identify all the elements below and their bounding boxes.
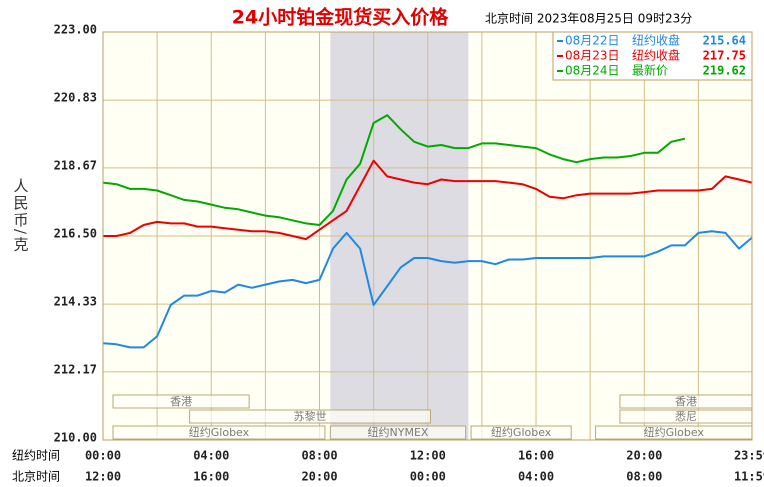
y-tick-label: 210.00 <box>54 431 97 445</box>
x-tick-label: 04:00 <box>193 449 229 463</box>
series-line <box>103 159 753 241</box>
session-box <box>189 409 431 424</box>
x-row-label: 纽约时间 <box>12 448 60 463</box>
legend-label: 纽约收盘 <box>632 48 680 63</box>
session-label: 纽约Globex <box>189 425 250 439</box>
legend-label: 纽约收盘 <box>632 33 680 48</box>
x-tick-label: 23:59 <box>734 449 764 463</box>
series-line <box>102 114 686 226</box>
y-tick-label: 220.83 <box>54 91 97 105</box>
session-label: 悉尼 <box>675 410 697 423</box>
session-box <box>112 425 326 440</box>
session-box <box>470 425 572 440</box>
legend-box <box>552 31 753 81</box>
x-tick-label-beijing: 20:00 <box>301 470 337 484</box>
session-box <box>112 394 250 409</box>
session-label: 纽约Globex <box>644 425 705 439</box>
y-tick-label: 212.17 <box>54 362 97 376</box>
y-tick-label: 218.67 <box>54 158 97 172</box>
x-row-label: 北京时间 <box>12 470 60 484</box>
legend-name: 08月24日 <box>565 64 620 78</box>
x-tick-label: 12:00 <box>410 449 446 463</box>
session-box <box>329 425 467 440</box>
session-label: 纽约Globex <box>491 425 552 439</box>
x-tick-label-beijing: 00:00 <box>410 470 446 484</box>
y-tick-label: 216.50 <box>54 227 97 241</box>
session-label: 纽约NYMEX <box>368 425 429 439</box>
series-line <box>102 230 753 349</box>
x-tick-label: 16:00 <box>518 449 554 463</box>
legend-value: 217.75 <box>703 49 746 63</box>
x-tick-label-beijing: 08:00 <box>626 470 662 484</box>
x-tick-label: 20:00 <box>626 449 662 463</box>
legend-name: 08月22日 <box>565 34 620 48</box>
x-tick-label-beijing: 11:59 <box>734 470 764 484</box>
session-label: 香港 <box>170 395 192 408</box>
x-tick-label: 00:00 <box>85 449 121 463</box>
plot-border <box>102 31 753 441</box>
session-label: 苏黎世 <box>294 409 327 423</box>
x-tick-label: 08:00 <box>301 449 337 463</box>
y-tick-label: 223.00 <box>54 23 97 37</box>
y-tick-label: 214.33 <box>54 295 97 309</box>
x-tick-label-beijing: 04:00 <box>518 470 554 484</box>
x-tick-label-beijing: 12:00 <box>85 470 121 484</box>
legend-label: 最新价 <box>632 63 668 78</box>
y-axis-label: 人民币/克 <box>12 178 30 253</box>
x-tick-label-beijing: 16:00 <box>193 470 229 484</box>
legend-value: 215.64 <box>703 34 746 48</box>
session-label: 香港 <box>675 395 697 408</box>
chart-title: 24小时铂金现货买入价格 <box>232 6 449 29</box>
legend-name: 08月23日 <box>565 49 620 63</box>
legend-value: 219.62 <box>703 64 746 78</box>
chart-subtitle: 北京时间 2023年08月25日 09时23分 <box>485 12 692 26</box>
